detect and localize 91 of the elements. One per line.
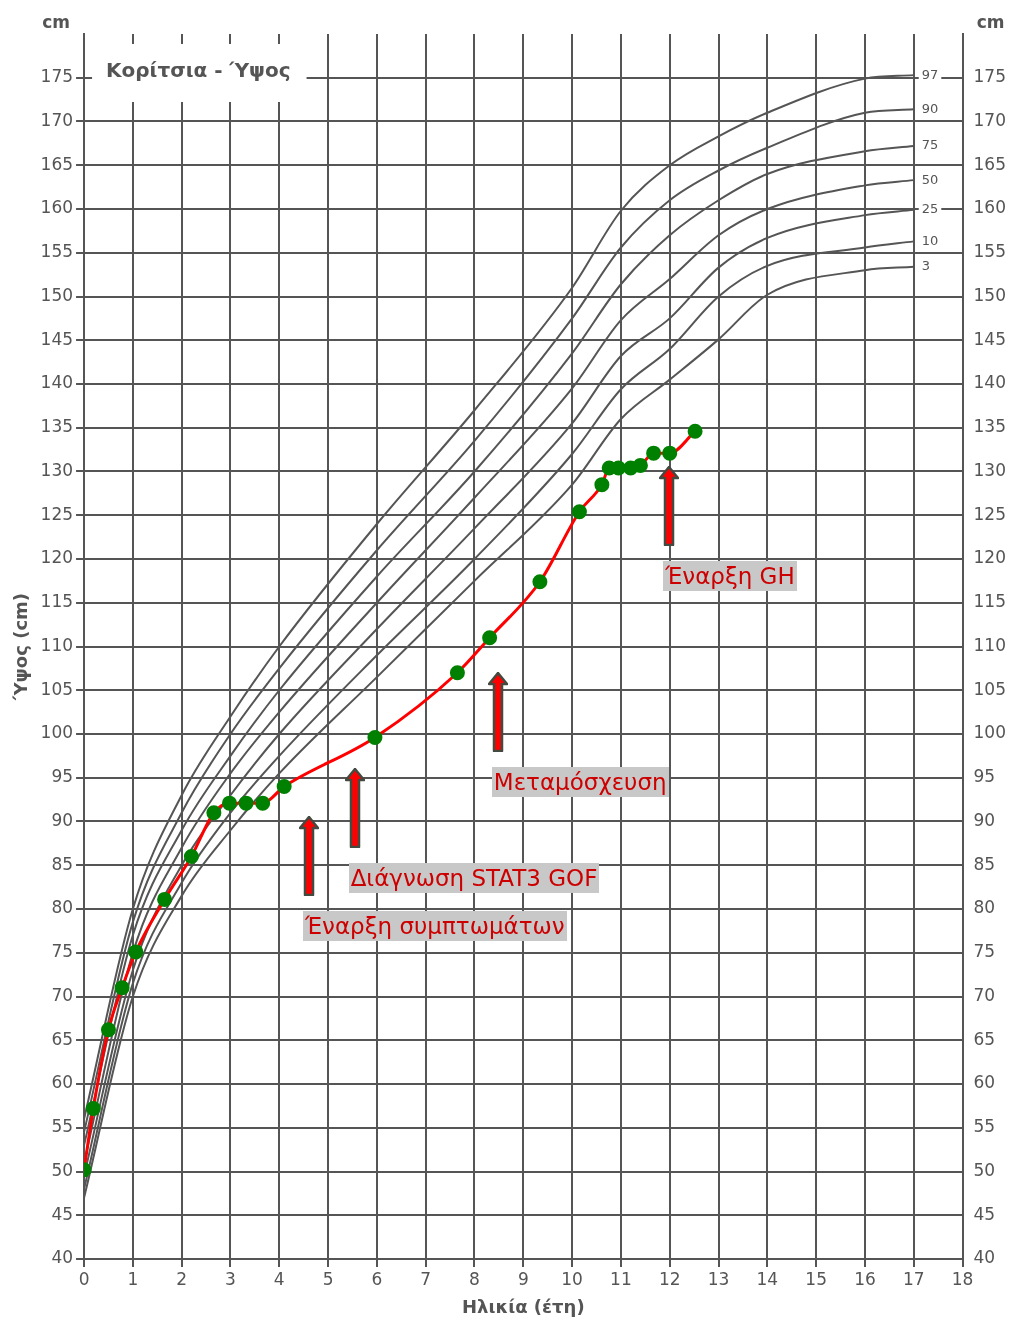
y-tick-label: 55	[51, 1116, 74, 1137]
y2-tick-label: 75	[973, 941, 996, 962]
x-tick-label: 17	[902, 1268, 925, 1289]
y-tick-label: 60	[51, 1072, 74, 1093]
y2-tick-label: 55	[973, 1116, 996, 1137]
x-tick-label: 14	[756, 1268, 779, 1289]
text: Κορίτσια - Ύψος	[106, 58, 291, 83]
y-tick-label: 105	[40, 678, 74, 699]
y2-tick-label: 90	[973, 809, 996, 830]
x-tick-label: 3	[225, 1268, 236, 1289]
y-tick-label: 80	[51, 897, 74, 918]
y2-tick-label: 70	[973, 984, 996, 1005]
x-tick-label: 16	[854, 1268, 876, 1289]
y2-tick-label: 150	[973, 284, 1007, 305]
y2-tick-label: 45	[973, 1203, 996, 1224]
y-tick-label: 100	[40, 722, 74, 743]
y-tick-label: 150	[40, 284, 74, 305]
series-label: 75	[921, 137, 939, 153]
y-tick-label: 120	[40, 547, 74, 568]
y2-axis-title: cm	[976, 11, 1005, 32]
x-tick-label: 13	[707, 1268, 730, 1289]
y2-tick-label: 105	[973, 678, 1007, 699]
y2-tick-label: 110	[973, 634, 1007, 655]
y-tick-label: 90	[51, 809, 74, 830]
series-label: 97	[921, 66, 939, 82]
y2-tick-label: 160	[973, 197, 1007, 218]
y-tick-label: 95	[51, 766, 74, 787]
x-tick-label: 0	[78, 1268, 90, 1289]
y2-tick-label: 50	[973, 1159, 996, 1180]
y2-tick-label: 95	[973, 766, 996, 787]
y2-tick-label: 165	[973, 153, 1007, 174]
annotation: Έναρξη συμπτωμάτων	[302, 910, 567, 941]
x-tick-label: 1	[127, 1268, 139, 1289]
y-tick-label: 50	[51, 1159, 74, 1180]
series-label: 25	[921, 201, 939, 217]
y2-tick-label: 115	[973, 591, 1007, 612]
x-tick-label: 7	[420, 1268, 432, 1289]
y2-tick-label: 175	[973, 66, 1007, 87]
y2-tick-label: 85	[973, 853, 996, 874]
y-tick-label: 160	[40, 197, 74, 218]
y-tick-label: 165	[40, 153, 74, 174]
y2-tick-label: 120	[973, 547, 1007, 568]
y2-tick-label: 65	[973, 1028, 996, 1049]
annotation: Μεταμόσχευση	[491, 767, 669, 798]
y-tick-label: 155	[40, 241, 74, 262]
x-axis-title: Ηλικία (έτη)	[461, 1295, 585, 1317]
x-tick-label: 15	[805, 1268, 827, 1289]
annotation: Διάγνωση STAT3 GOF	[348, 862, 600, 893]
series-label: 90	[921, 100, 939, 116]
y-tick-label: 175	[40, 66, 74, 87]
series-label: 3	[921, 258, 931, 274]
y-tick-label: 170	[40, 109, 74, 130]
y2-tick-label: 170	[973, 109, 1007, 130]
text: cm	[42, 11, 70, 32]
y-tick-label: 135	[40, 416, 74, 437]
x-tick-label: 2	[176, 1268, 188, 1289]
y2-tick-label: 40	[973, 1247, 996, 1268]
y-tick-label: 75	[51, 941, 74, 962]
x-tick-label: 8	[469, 1268, 480, 1289]
x-tick-label: 4	[273, 1268, 285, 1289]
x-tick-label: 6	[371, 1268, 383, 1289]
y2-tick-label: 130	[973, 459, 1007, 480]
x-tick-label: 10	[561, 1268, 583, 1289]
y-tick-label: 85	[51, 853, 74, 874]
annotation: Έναρξη GH	[663, 561, 797, 592]
y2-tick-label: 140	[973, 372, 1007, 393]
y-tick-label: 125	[40, 503, 74, 524]
y-tick-label: 115	[40, 591, 74, 612]
y-tick-label: 130	[40, 459, 74, 480]
y-axis-title: Ύψος (cm)	[10, 592, 32, 702]
y2-tick-label: 100	[973, 722, 1007, 743]
x-tick-label: 12	[658, 1268, 681, 1289]
y-tick-label: 70	[51, 984, 74, 1005]
y-tick-label: 40	[51, 1247, 74, 1268]
series-label: 50	[921, 171, 939, 187]
x-tick-label: 9	[517, 1268, 529, 1289]
y2-tick-label: 155	[973, 241, 1007, 262]
y-tick-label: 110	[40, 634, 74, 655]
y2-tick-label: 145	[973, 328, 1007, 349]
y-tick-label: 140	[40, 372, 74, 393]
x-tick-label: 18	[951, 1268, 974, 1289]
x-tick-label: 5	[322, 1268, 334, 1289]
y2-tick-label: 60	[973, 1072, 996, 1093]
y2-tick-label: 125	[973, 503, 1007, 524]
y2-tick-label: 135	[973, 416, 1007, 437]
y-tick-label: 145	[40, 328, 74, 349]
y-tick-label: 45	[51, 1203, 74, 1224]
x-tick-label: 11	[610, 1268, 632, 1289]
y2-tick-label: 80	[973, 897, 996, 918]
series-label: 10	[921, 232, 939, 248]
y-tick-label: 65	[51, 1028, 74, 1049]
